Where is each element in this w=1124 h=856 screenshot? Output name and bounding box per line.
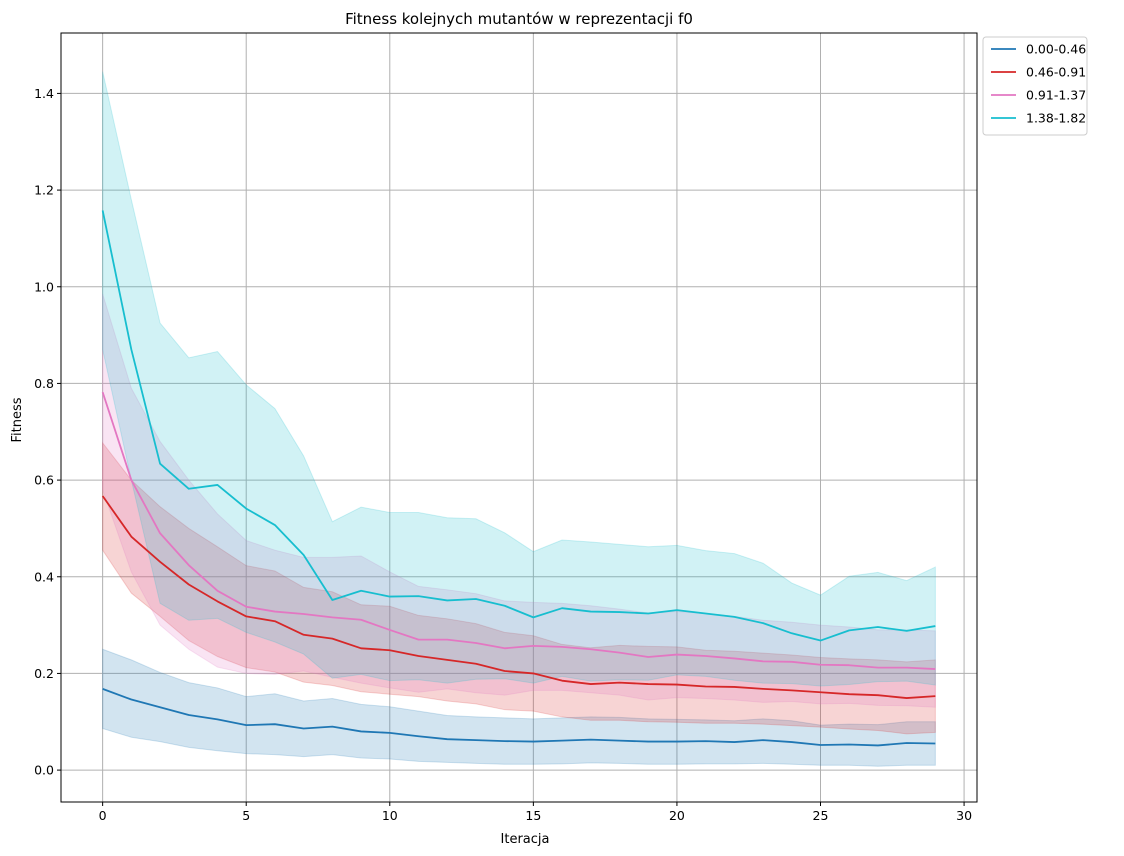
x-tick-label: 15 [525, 808, 541, 823]
legend-label-2: 0.46-0.91 [1026, 65, 1086, 80]
y-tick-label: 0.6 [34, 473, 54, 488]
x-axis-label: Iteracja [501, 832, 550, 847]
band-series-3 [102, 293, 936, 708]
chart-title: Fitness kolejnych mutantów w reprezentac… [345, 10, 693, 28]
y-tick-label: 1.2 [34, 183, 54, 198]
confidence-bands [102, 71, 936, 767]
x-tick-label: 5 [242, 808, 250, 823]
plot-frame [60, 32, 978, 803]
y-tick-label: 1.4 [34, 86, 54, 101]
x-tick-label: 30 [956, 808, 972, 823]
x-tick-label: 20 [669, 808, 685, 823]
y-axis-label: Fitness [10, 397, 25, 442]
legend-box [982, 36, 1088, 136]
y-tick-label: 1.0 [34, 279, 54, 294]
y-tick-label: 0.8 [34, 376, 54, 391]
legend-label-4: 1.38-1.82 [1026, 111, 1086, 126]
legend-label-1: 0.00-0.46 [1026, 42, 1086, 57]
band-series-1 [102, 648, 936, 767]
y-tick-label: 0.2 [34, 666, 54, 681]
grid-lines [61, 33, 977, 802]
axis-ticks: 0 5 10 15 20 25 30 0.0 0.2 0.4 0.6 0.8 1.0 1.2 1.4 [34, 86, 972, 823]
line-series-3 [101, 391, 936, 670]
band-series-4 [102, 71, 936, 687]
x-tick-label: 25 [813, 808, 829, 823]
x-tick-label: 0 [99, 808, 107, 823]
y-tick-label: 0.4 [34, 569, 54, 584]
band-series-2 [102, 441, 936, 735]
line-series-2 [101, 495, 936, 699]
y-tick-label: 0.0 [34, 763, 54, 778]
legend: 0.00-0.46 0.46-0.91 0.91-1.37 1.38-1.82 [982, 36, 1088, 136]
line-series-1 [102, 688, 936, 747]
series-lines [101, 210, 936, 747]
x-tick-label: 10 [382, 808, 398, 823]
legend-label-3: 0.91-1.37 [1026, 88, 1086, 103]
line-series-4 [101, 210, 936, 642]
